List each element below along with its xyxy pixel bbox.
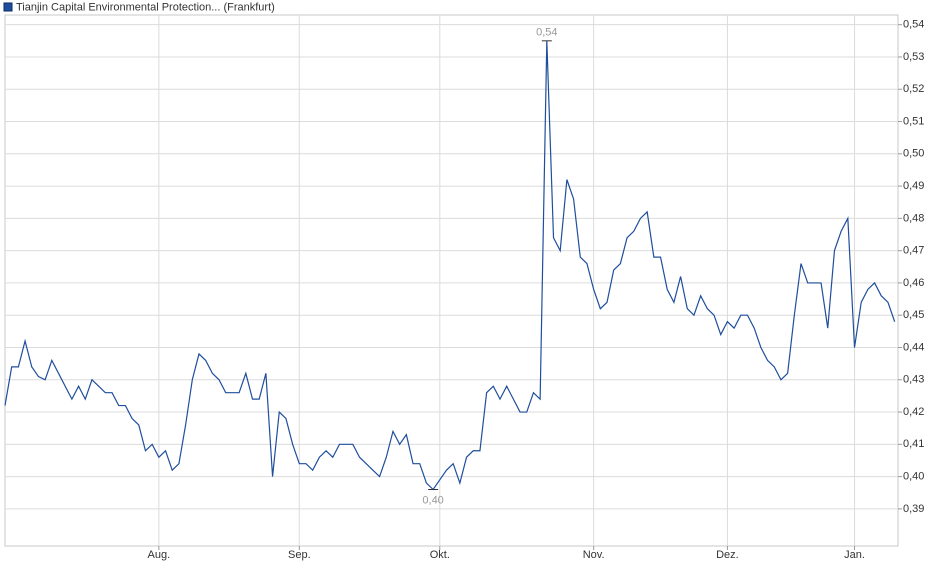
- y-tick-label: 0,49: [903, 180, 924, 192]
- grid: [5, 15, 898, 546]
- y-tick-label: 0,39: [903, 503, 924, 515]
- y-tick-label: 0,42: [903, 406, 924, 418]
- y-tick-label: 0,44: [903, 341, 924, 353]
- y-tick-label: 0,47: [903, 245, 924, 257]
- x-tick-label: Jan.: [844, 549, 865, 561]
- y-tick-label: 0,51: [903, 115, 924, 127]
- legend-swatch: [3, 2, 13, 12]
- y-tick-label: 0,45: [903, 309, 924, 321]
- y-tick-label: 0,54: [903, 19, 924, 31]
- value-label: 0,40: [422, 494, 443, 506]
- plot-frame: [4, 14, 899, 547]
- value-label: 0,54: [536, 27, 557, 39]
- y-tick-label: 0,40: [903, 471, 924, 483]
- x-tick-label: Aug.: [148, 549, 171, 561]
- x-tick-label: Dez.: [716, 549, 739, 561]
- legend-label: Tianjin Capital Environmental Protection…: [16, 1, 275, 13]
- y-tick-label: 0,53: [903, 51, 924, 63]
- y-tick-label: 0,50: [903, 148, 924, 160]
- price-line: [4, 40, 896, 491]
- y-tick-label: 0,48: [903, 212, 924, 224]
- x-tick-label: Okt.: [430, 549, 450, 561]
- y-tick-label: 0,41: [903, 438, 924, 450]
- y-tick-label: 0,43: [903, 374, 924, 386]
- x-tick-label: Nov.: [583, 549, 605, 561]
- x-tick-label: Sep.: [288, 549, 311, 561]
- y-tick-label: 0,46: [903, 277, 924, 289]
- y-tick-label: 0,52: [903, 83, 924, 95]
